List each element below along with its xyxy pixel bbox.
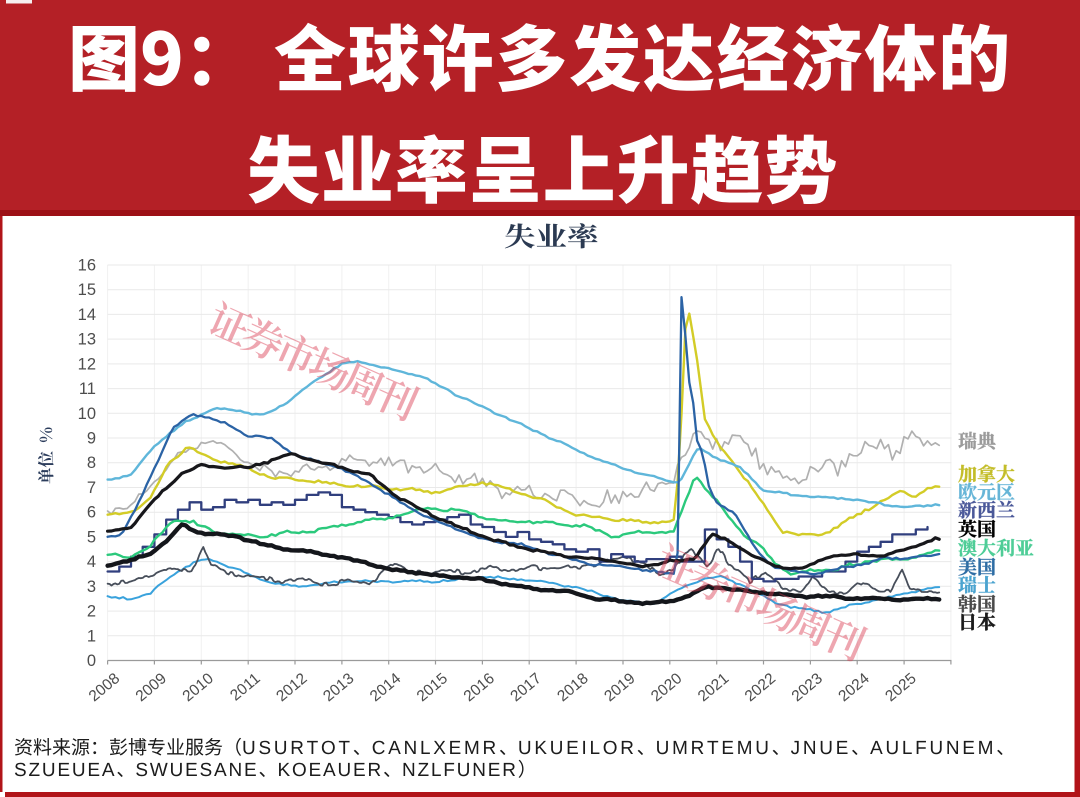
svg-text:16: 16 <box>78 257 96 275</box>
svg-text:2: 2 <box>87 603 96 621</box>
svg-text:0: 0 <box>87 652 96 670</box>
svg-text:1: 1 <box>87 627 96 645</box>
svg-text:11: 11 <box>79 380 96 398</box>
svg-text:6: 6 <box>87 504 96 522</box>
svg-text:10: 10 <box>78 405 96 423</box>
svg-text:7: 7 <box>87 479 96 497</box>
svg-text:4: 4 <box>87 553 96 571</box>
svg-text:14: 14 <box>78 306 96 324</box>
svg-text:5: 5 <box>87 528 96 546</box>
svg-text:8: 8 <box>87 454 96 472</box>
svg-text:9: 9 <box>87 430 96 448</box>
svg-text:15: 15 <box>78 281 96 299</box>
svg-text:12: 12 <box>78 355 96 373</box>
svg-text:13: 13 <box>78 331 96 349</box>
svg-text:3: 3 <box>87 578 96 596</box>
